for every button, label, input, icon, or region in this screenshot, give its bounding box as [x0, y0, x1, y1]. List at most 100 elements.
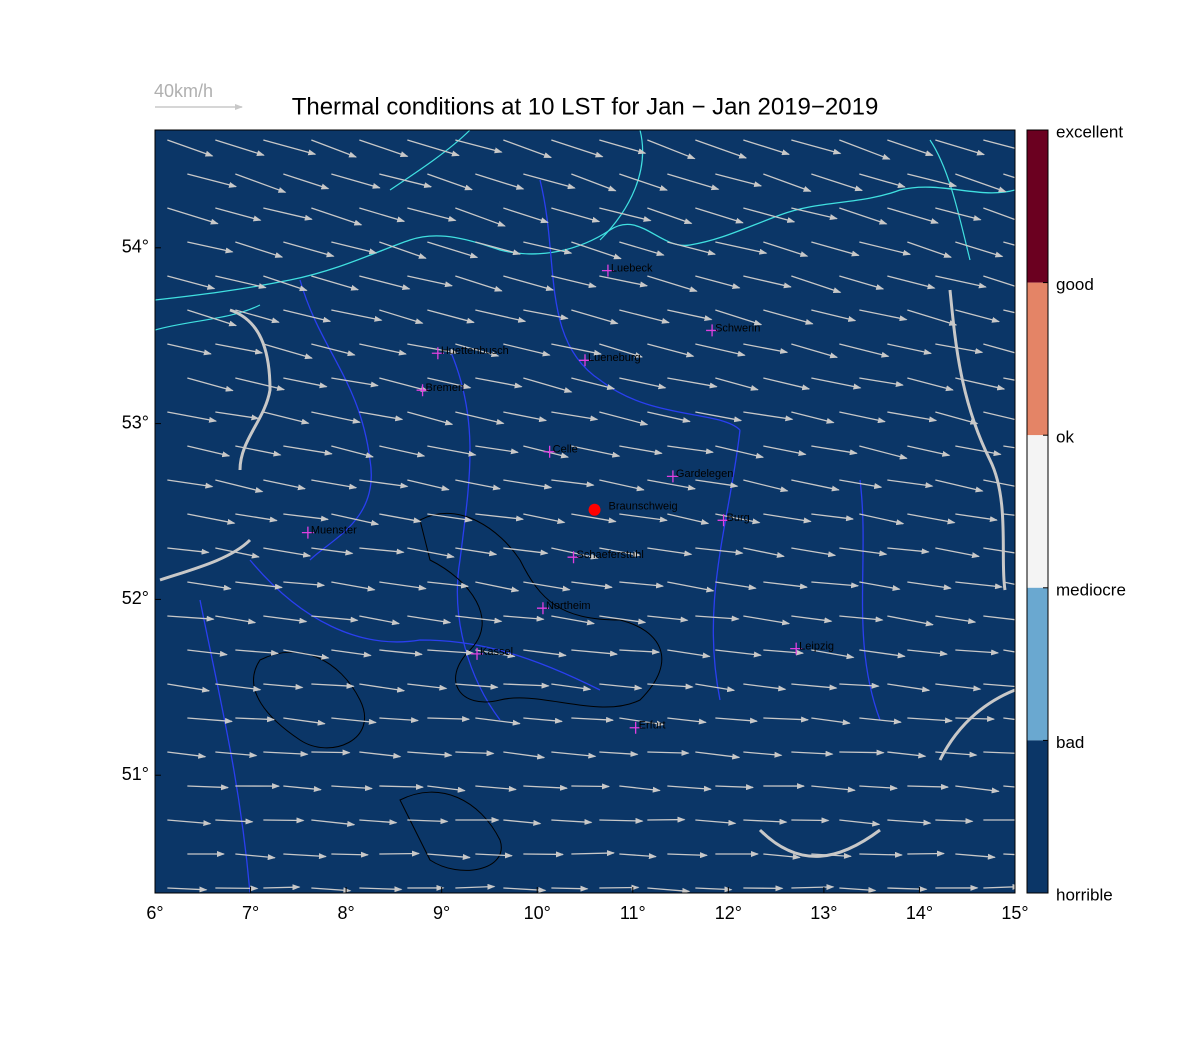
- wind-arrow: [235, 853, 276, 861]
- site-label: Braunschweig: [609, 501, 678, 513]
- wind-arrow: [379, 445, 426, 458]
- wind-arrow: [743, 683, 787, 692]
- wind-arrow: [647, 547, 693, 557]
- wind-arrow: [167, 207, 219, 225]
- wind-arrow: [167, 139, 214, 157]
- y-tick-label: 53°: [122, 412, 149, 432]
- wind-arrow: [475, 309, 527, 323]
- wind-arrow: [955, 513, 998, 523]
- wind-arrow: [359, 615, 400, 626]
- wind-arrow: [283, 377, 328, 389]
- wind-arrow: [407, 411, 454, 426]
- wind-arrow: [503, 343, 551, 357]
- y-tick-label: 52°: [122, 588, 149, 608]
- wind-arrow: [235, 173, 287, 193]
- wind-arrow: [619, 581, 665, 589]
- wind-arrow: [839, 682, 880, 689]
- wind-arrow: [715, 649, 762, 658]
- wind-arrow: [763, 513, 812, 524]
- wind-arrow: [187, 445, 231, 458]
- wind-arrow: [263, 207, 313, 221]
- city-marker: [536, 602, 549, 615]
- wind-arrow: [1003, 377, 1015, 381]
- wind-arrow: [407, 615, 452, 625]
- wind-arrow: [263, 411, 310, 425]
- wind-arrow: [811, 581, 860, 589]
- wind-arrow: [331, 851, 369, 858]
- wind-arrow: [1003, 581, 1015, 586]
- wind-arrow: [599, 750, 639, 757]
- wind-arrow: [215, 411, 260, 421]
- colorbar-segment: [1027, 587, 1048, 741]
- wind-arrow: [983, 547, 1015, 554]
- wind-arrow: [695, 479, 739, 489]
- wind-arrow: [619, 241, 665, 257]
- colorbar-label: bad: [1056, 733, 1084, 752]
- wind-arrow: [1003, 309, 1015, 314]
- wind-arrow: [1003, 853, 1015, 856]
- wind-arrow: [311, 819, 356, 827]
- wind-arrow: [263, 275, 308, 292]
- wind-legend-label: 40km/h: [154, 81, 213, 101]
- wind-arrow: [839, 275, 885, 290]
- wind-arrow: [311, 887, 352, 893]
- wind-arrow: [167, 751, 207, 759]
- wind-arrow: [235, 649, 280, 656]
- wind-arrow: [503, 682, 550, 689]
- wind-arrow: [743, 751, 783, 758]
- wind-arrow: [887, 615, 934, 627]
- wind-arrow: [887, 479, 934, 489]
- wind-arrow: [379, 850, 420, 857]
- wind-arrow: [215, 615, 257, 625]
- wind-arrow: [167, 343, 212, 356]
- wind-arrow: [503, 615, 545, 622]
- wind-arrow: [907, 783, 950, 790]
- wind-arrow: [811, 717, 851, 726]
- wind-arrow: [523, 377, 573, 393]
- wind-arrow: [475, 717, 521, 726]
- wind-arrow: [551, 615, 596, 626]
- wind-arrow: [215, 547, 260, 559]
- wind-arrow: [743, 343, 789, 354]
- wind-arrow: [763, 581, 808, 590]
- wind-arrow: [907, 717, 954, 724]
- wind-arrow: [647, 343, 695, 358]
- wind-arrow: [791, 207, 838, 220]
- wind-arrow: [791, 683, 838, 691]
- wind-arrow: [455, 479, 501, 491]
- wind-arrow: [647, 275, 698, 293]
- wind-arrow: [359, 207, 406, 223]
- wind-arrow: [311, 749, 351, 756]
- map-frame: [154, 129, 1016, 894]
- wind-arrow: [599, 139, 647, 155]
- wind-arrow: [455, 750, 495, 757]
- wind-arrow: [695, 886, 733, 893]
- wind-arrow: [331, 513, 380, 526]
- wind-arrow: [407, 751, 453, 758]
- wind-arrow: [935, 818, 974, 825]
- wind-arrow: [167, 547, 210, 555]
- wind-arrow: [283, 445, 333, 456]
- wind-field: [167, 139, 1015, 893]
- wind-arrow: [695, 343, 746, 357]
- wind-arrow: [599, 411, 649, 426]
- wind-arrow: [667, 581, 715, 593]
- wind-arrow: [311, 343, 356, 357]
- wind-arrow: [935, 275, 987, 289]
- city-label: Gardelegen: [676, 468, 734, 480]
- wind-arrow: [859, 784, 898, 791]
- wind-arrow: [839, 343, 890, 358]
- wind-arrow: [743, 479, 789, 493]
- city-label: Schaeferstuhl: [577, 549, 644, 561]
- wind-arrow: [955, 241, 1004, 258]
- wind-arrow: [427, 309, 475, 324]
- wind-arrow: [379, 717, 420, 724]
- map-background: [155, 130, 1015, 893]
- wind-arrow: [263, 547, 312, 558]
- wind-arrow: [1003, 785, 1015, 788]
- x-tick-label: 9°: [433, 903, 450, 923]
- wind-arrow: [331, 173, 381, 189]
- wind-arrow: [455, 207, 506, 227]
- wind-arrow: [667, 377, 718, 389]
- wind-arrow: [907, 173, 958, 188]
